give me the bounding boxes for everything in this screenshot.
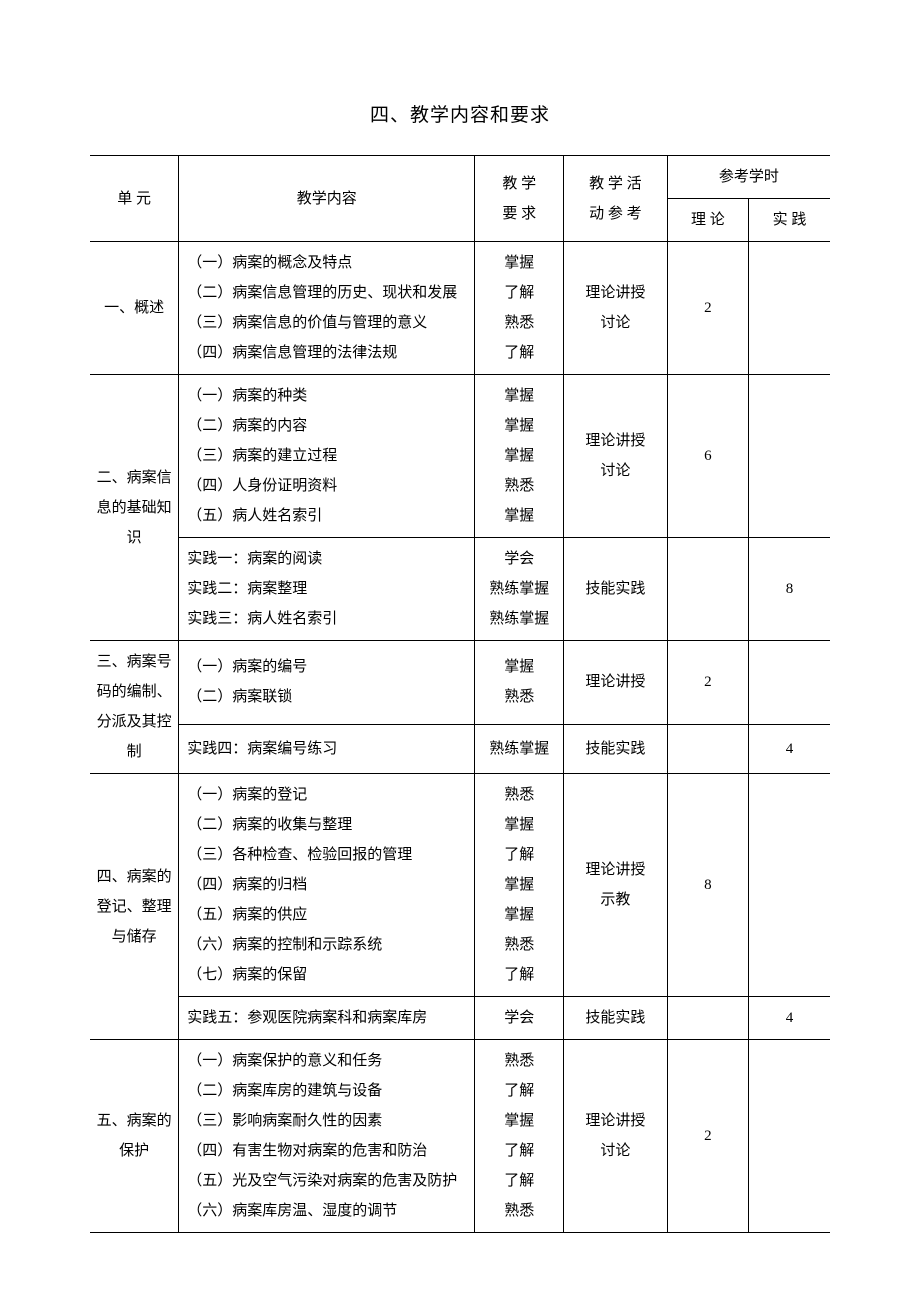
hours-practice (749, 774, 830, 997)
table-row: 四、病案的登记、整理与储存（一）病案的登记（二）病案的收集与整理（三）各种检查、… (90, 774, 830, 997)
activity: 理论讲授 (564, 641, 668, 725)
activity: 技能实践 (564, 724, 668, 773)
section-title: 四、教学内容和要求 (90, 100, 830, 127)
table-row: 一、概述（一）病案的概念及特点（二）病案信息管理的历史、现状和发展（三）病案信息… (90, 242, 830, 375)
requirement: 熟悉掌握了解掌握掌握熟悉了解 (475, 774, 564, 997)
col-content: 教学内容 (179, 156, 475, 242)
table-row: 实践五：参观医院病案科和病案库房学会技能实践 4 (90, 997, 830, 1040)
table-body: 一、概述（一）病案的概念及特点（二）病案信息管理的历史、现状和发展（三）病案信息… (90, 242, 830, 1233)
teaching-content: 实践四：病案编号练习 (179, 724, 475, 773)
hours-theory: 2 (667, 641, 748, 725)
requirement: 学会熟练掌握熟练掌握 (475, 538, 564, 641)
hours-practice: 4 (749, 997, 830, 1040)
activity: 理论讲授讨论 (564, 242, 668, 375)
hours-theory: 2 (667, 1040, 748, 1233)
hours-theory: 2 (667, 242, 748, 375)
hours-theory: 8 (667, 774, 748, 997)
col-req: 教 学要 求 (475, 156, 564, 242)
activity: 技能实践 (564, 538, 668, 641)
teaching-content: 实践一：病案的阅读实践二：病案整理实践三：病人姓名索引 (179, 538, 475, 641)
requirement: 熟练掌握 (475, 724, 564, 773)
hours-theory (667, 538, 748, 641)
requirement: 掌握了解熟悉了解 (475, 242, 564, 375)
requirement: 学会 (475, 997, 564, 1040)
unit-name: 五、病案的保护 (90, 1040, 179, 1233)
activity: 技能实践 (564, 997, 668, 1040)
table-header: 单 元 教学内容 教 学要 求 教 学 活动 参 考 参考学时 理 论 实 践 (90, 156, 830, 242)
unit-name: 三、病案号码的编制、分派及其控制 (90, 641, 179, 774)
col-practice: 实 践 (749, 199, 830, 242)
unit-name: 四、病案的登记、整理与储存 (90, 774, 179, 1040)
requirement: 掌握掌握掌握熟悉掌握 (475, 375, 564, 538)
syllabus-table: 单 元 教学内容 教 学要 求 教 学 活动 参 考 参考学时 理 论 实 践 … (90, 155, 830, 1233)
table-row: 实践一：病案的阅读实践二：病案整理实践三：病人姓名索引学会熟练掌握熟练掌握技能实… (90, 538, 830, 641)
teaching-content: （一）病案保护的意义和任务（二）病案库房的建筑与设备（三）影响病案耐久性的因素（… (179, 1040, 475, 1233)
col-act: 教 学 活动 参 考 (564, 156, 668, 242)
hours-theory (667, 724, 748, 773)
hours-practice (749, 375, 830, 538)
col-hours: 参考学时 (667, 156, 830, 199)
hours-practice (749, 641, 830, 725)
hours-practice: 8 (749, 538, 830, 641)
activity: 理论讲授讨论 (564, 1040, 668, 1233)
col-unit: 单 元 (90, 156, 179, 242)
table-row: 三、病案号码的编制、分派及其控制（一）病案的编号（二）病案联锁掌握熟悉理论讲授2 (90, 641, 830, 725)
hours-practice (749, 1040, 830, 1233)
unit-name: 二、病案信息的基础知识 (90, 375, 179, 641)
hours-theory: 6 (667, 375, 748, 538)
hours-practice (749, 242, 830, 375)
teaching-content: （一）病案的种类（二）病案的内容（三）病案的建立过程（四）人身份证明资料（五）病… (179, 375, 475, 538)
activity: 理论讲授示教 (564, 774, 668, 997)
teaching-content: 实践五：参观医院病案科和病案库房 (179, 997, 475, 1040)
teaching-content: （一）病案的登记（二）病案的收集与整理（三）各种检查、检验回报的管理（四）病案的… (179, 774, 475, 997)
hours-practice: 4 (749, 724, 830, 773)
table-row: 实践四：病案编号练习熟练掌握技能实践 4 (90, 724, 830, 773)
table-row: 五、病案的保护（一）病案保护的意义和任务（二）病案库房的建筑与设备（三）影响病案… (90, 1040, 830, 1233)
unit-name: 一、概述 (90, 242, 179, 375)
hours-theory (667, 997, 748, 1040)
teaching-content: （一）病案的编号（二）病案联锁 (179, 641, 475, 725)
teaching-content: （一）病案的概念及特点（二）病案信息管理的历史、现状和发展（三）病案信息的价值与… (179, 242, 475, 375)
col-theory: 理 论 (667, 199, 748, 242)
requirement: 掌握熟悉 (475, 641, 564, 725)
activity: 理论讲授讨论 (564, 375, 668, 538)
requirement: 熟悉了解掌握了解了解熟悉 (475, 1040, 564, 1233)
table-row: 二、病案信息的基础知识（一）病案的种类（二）病案的内容（三）病案的建立过程（四）… (90, 375, 830, 538)
